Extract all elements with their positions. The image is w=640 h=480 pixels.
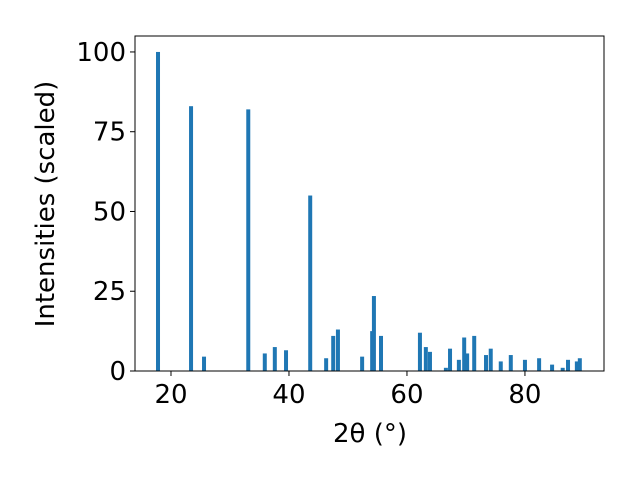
bar xyxy=(324,358,329,371)
bar xyxy=(443,367,448,371)
bar xyxy=(202,356,207,371)
x-tick-label: 40 xyxy=(272,380,305,410)
bar xyxy=(379,335,384,371)
bar xyxy=(417,332,422,371)
bar xyxy=(272,347,277,371)
y-tick-label: 25 xyxy=(93,277,126,307)
bar xyxy=(508,355,513,371)
bar xyxy=(448,348,453,371)
bar xyxy=(488,348,493,371)
bar xyxy=(335,329,340,371)
bar xyxy=(498,361,503,371)
bar xyxy=(371,296,376,371)
y-tick-label: 50 xyxy=(93,197,126,227)
bar xyxy=(456,359,461,371)
bar xyxy=(465,353,470,371)
x-tick-label: 80 xyxy=(508,380,541,410)
x-tick-label: 20 xyxy=(154,380,187,410)
bar xyxy=(246,109,251,371)
x-axis-label: 2θ (°) xyxy=(333,419,407,449)
bar xyxy=(308,195,313,371)
bar xyxy=(577,358,582,371)
x-tick-label: 60 xyxy=(390,380,423,410)
bar xyxy=(537,358,542,371)
bar xyxy=(189,106,194,371)
bar xyxy=(423,347,428,371)
plot-frame xyxy=(134,35,605,372)
bar xyxy=(331,335,336,371)
bar xyxy=(156,51,161,371)
y-tick-label: 100 xyxy=(76,38,126,68)
bar xyxy=(566,359,571,371)
bar xyxy=(574,361,579,371)
bar xyxy=(262,353,267,371)
bar xyxy=(427,351,432,371)
bar xyxy=(472,335,477,371)
bar xyxy=(550,364,555,371)
bar xyxy=(484,355,489,371)
bar xyxy=(462,337,467,371)
y-tick-label: 75 xyxy=(93,118,126,148)
bar xyxy=(360,356,365,371)
bar xyxy=(284,350,289,371)
bar xyxy=(522,359,527,371)
y-axis-label: Intensities (scaled) xyxy=(31,81,61,328)
bar xyxy=(560,367,565,371)
y-tick-label: 0 xyxy=(109,357,126,387)
